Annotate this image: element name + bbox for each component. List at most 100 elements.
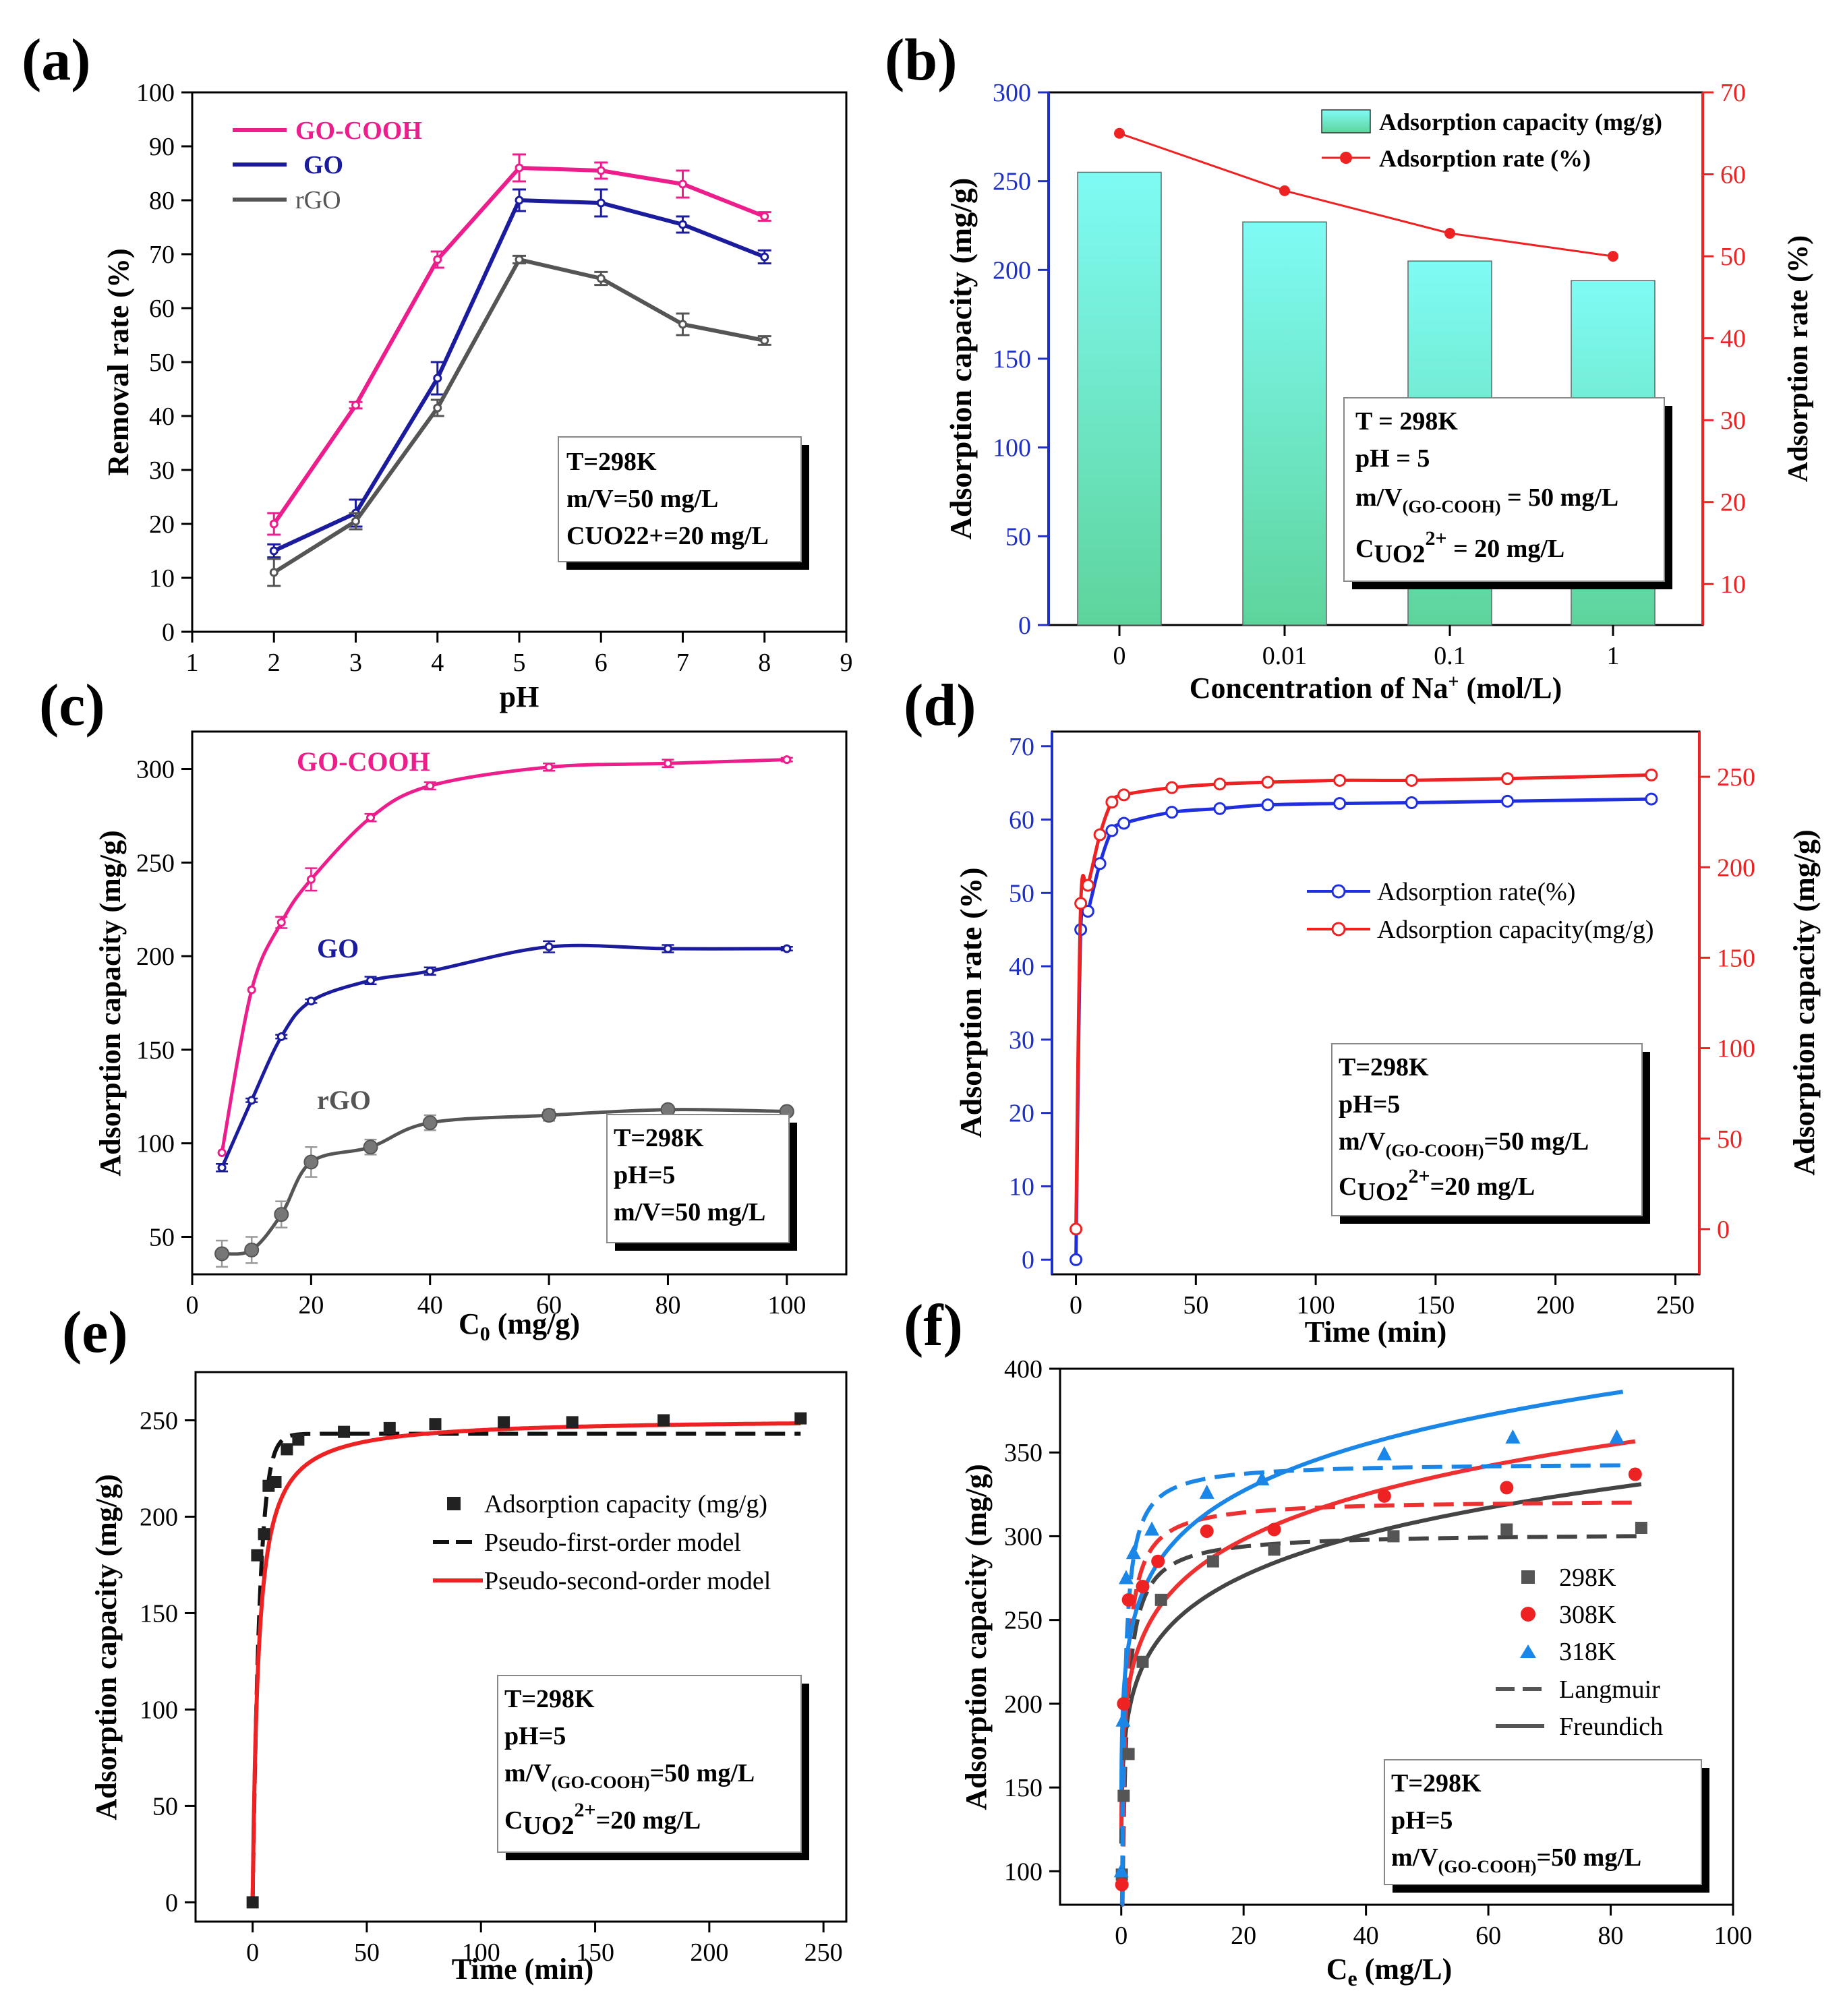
info-f-dose: m/V(GO-COOH)=50 mg/L	[1391, 1843, 1641, 1876]
x-axis-label-f: Ce (mg/L)	[1326, 1953, 1453, 1990]
data-point-f-318	[1505, 1429, 1521, 1444]
x-tick-label-e: 0	[246, 1938, 259, 1967]
series-d	[1070, 768, 1658, 1266]
y-tick-label-c: 250	[136, 849, 175, 877]
data-point-d	[1117, 817, 1131, 830]
data-point-a	[351, 516, 360, 526]
x-tick-label-c: 20	[298, 1291, 324, 1320]
x-tick-label-f: 40	[1353, 1922, 1379, 1950]
x-tick-label-c: 0	[186, 1291, 199, 1320]
x-axis-label-e: Time (min)	[452, 1953, 594, 1986]
y2-ticks-d: 0 50 100 150 200 250	[1699, 763, 1755, 1244]
legend-item-d-rate: Adsorption rate(%)	[1377, 878, 1575, 906]
data-point-c	[366, 976, 376, 985]
y-tick-label-b: 300	[993, 79, 1031, 107]
data-point-f-298	[1122, 1748, 1135, 1760]
y-ticks-f: 100 150 200 250 300 350 400	[1004, 1355, 1060, 1886]
panel-label-b: (b)	[885, 28, 958, 93]
info-e-ph: pH=5	[504, 1722, 566, 1750]
x-axis-label-d: Time (min)	[1305, 1315, 1447, 1348]
x-tick-label-d: 250	[1656, 1291, 1695, 1320]
data-point-f-318	[1144, 1521, 1160, 1536]
y-tick-label-a: 100	[136, 79, 175, 107]
data-point-e	[383, 1421, 396, 1434]
y-tick-label-d: 70	[1009, 733, 1034, 761]
plot-frame-c	[191, 730, 848, 1276]
data-point-d	[1070, 1253, 1083, 1266]
data-point-a	[760, 336, 769, 345]
langmuir-line-f-2	[1119, 1463, 1623, 1907]
x-tick-label-f: 20	[1231, 1922, 1256, 1950]
x-tick-label-f: 80	[1598, 1922, 1624, 1950]
y-tick-label-b: 250	[993, 168, 1031, 196]
data-point-c	[782, 755, 792, 765]
y-ticks-d: 0 10 20 30 40 50 60 70	[1009, 733, 1052, 1274]
data-point-c	[422, 1115, 438, 1131]
y-tick-label-e: 200	[140, 1503, 178, 1531]
data-point-f-308	[1151, 1554, 1165, 1568]
x-tick-label-f: 60	[1475, 1922, 1501, 1950]
annotation-c-go: GO	[317, 933, 359, 963]
y-tick-label-e: 100	[140, 1696, 178, 1724]
y-tick-label-b2: 20	[1720, 489, 1746, 517]
y-tick-label-a: 60	[149, 295, 175, 323]
data-point-d	[1105, 796, 1119, 809]
data-point-d	[1093, 857, 1107, 870]
x-tick-label-c: 40	[417, 1291, 443, 1320]
y-tick-label-b2: 70	[1720, 79, 1746, 107]
data-point-f-298	[1206, 1555, 1219, 1568]
data-point-e	[498, 1416, 510, 1429]
y-tick-label-e: 150	[140, 1599, 178, 1628]
pfo-model-line-e	[250, 1431, 802, 1903]
data-point-a	[678, 179, 687, 189]
data-point-f-298	[1117, 1789, 1130, 1802]
panel-label-f: (f)	[904, 1293, 963, 1359]
data-point-a	[760, 212, 769, 221]
panel-b: (b) 0 0.01 0.1 1 0 50 100 150 200 250 300 10 20 30 4…	[885, 28, 1814, 705]
x-tick-label-e: 200	[690, 1938, 728, 1967]
data-point-e	[251, 1549, 264, 1562]
y-tick-label-d2: 200	[1717, 854, 1755, 882]
rate-point-b	[1279, 185, 1290, 196]
x-tick-label-b: 0.1	[1434, 642, 1466, 670]
data-point-c	[217, 1163, 227, 1173]
y-ticks-e: 0 50 100 150 200 250	[140, 1406, 196, 1917]
data-point-d	[1501, 772, 1515, 785]
y-tick-label-a: 20	[149, 510, 175, 539]
y-axis-label-b: Adsorption capacity (mg/g)	[943, 178, 978, 540]
data-point-d	[1645, 768, 1658, 781]
data-point-e	[566, 1416, 579, 1429]
y-tick-label-b: 0	[1018, 612, 1031, 640]
info-e-temperature: T=298K	[504, 1685, 595, 1713]
rate-point-b	[1114, 127, 1125, 139]
data-point-c	[544, 763, 554, 772]
annotation-c-gocooh: GO-COOH	[297, 746, 430, 777]
legend-item-f-langmuir: Langmuir	[1559, 1676, 1660, 1704]
data-point-a	[515, 163, 524, 173]
info-b-concentration: CUO22+ = 20 mg/L	[1355, 527, 1564, 568]
annotation-c-rgo: rGO	[317, 1085, 371, 1115]
y-tick-label-a: 90	[149, 133, 175, 161]
y-tick-label-d: 50	[1009, 879, 1034, 908]
y-tick-label-d: 60	[1009, 806, 1034, 835]
x-ticks-c: 0 20 40 60 80 100	[186, 1274, 806, 1320]
panel-label-d: (d)	[904, 673, 976, 738]
series-e	[246, 1412, 807, 1909]
data-point-a	[515, 255, 524, 264]
panel-label-c: (c)	[39, 673, 105, 738]
x-axis-label-a: pH	[500, 680, 539, 713]
legend-item-f-298: 298K	[1559, 1564, 1616, 1592]
y-tick-label-a: 40	[149, 403, 175, 431]
data-point-a	[351, 401, 360, 410]
legend-e: Adsorption capacity (mg/g) Pseudo-first-…	[433, 1490, 771, 1595]
data-point-a	[433, 374, 442, 383]
data-point-a	[269, 519, 279, 529]
data-point-f-308	[1200, 1524, 1214, 1538]
data-point-f-318	[1609, 1429, 1624, 1444]
y-ticks-b: 0 50 100 150 200 250 300	[993, 79, 1049, 640]
y-tick-label-a: 10	[149, 564, 175, 593]
data-point-c	[306, 997, 316, 1006]
data-point-a	[760, 252, 769, 262]
data-point-c	[426, 966, 435, 976]
